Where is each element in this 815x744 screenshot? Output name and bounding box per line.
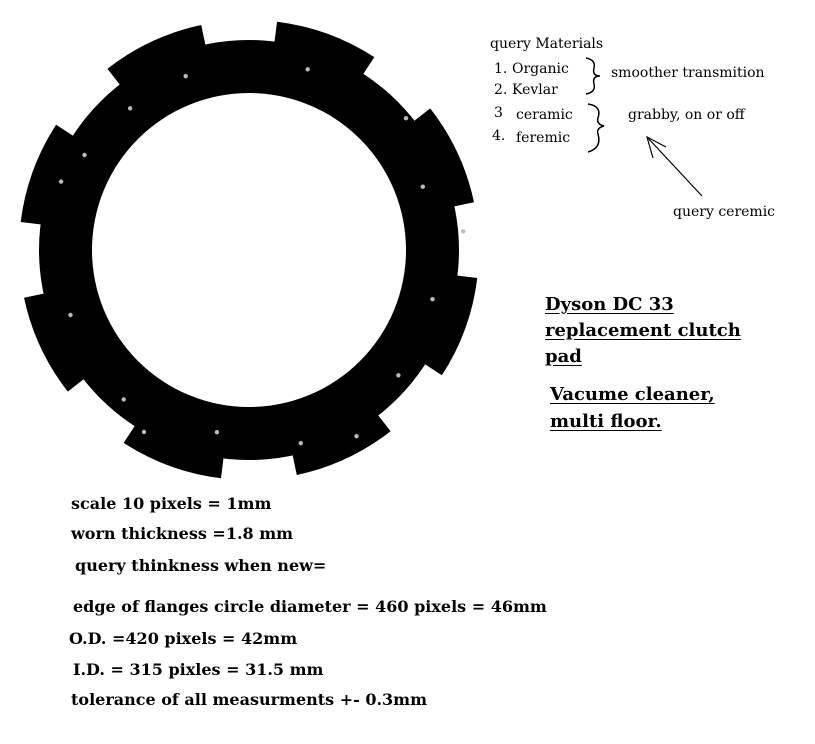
clutch-pad: [20, 21, 478, 479]
note-worn-thickness: worn thickness =1.8 mm: [71, 524, 294, 543]
note-inner-diameter: I.D. = 315 pixles = 31.5 mm: [73, 660, 324, 679]
pad-flange: [418, 274, 478, 376]
material-kevlar: Kevlar: [512, 82, 558, 98]
material-num-2: 2.: [494, 82, 508, 98]
material-num-4: 4.: [492, 128, 506, 144]
arrow-note-ceremic: query ceremic: [673, 204, 776, 220]
pad-flange: [123, 419, 225, 479]
subtitle-line-1: Vacume cleaner,: [550, 384, 715, 405]
pad-flange: [273, 21, 375, 81]
material-feremic: feremic: [516, 130, 571, 146]
pad-flange: [107, 25, 207, 91]
rivet-dot: [183, 74, 188, 79]
group-label-smooth: smoother transmition: [611, 65, 765, 81]
material-num-1: 1.: [494, 61, 508, 77]
rivet-dot: [58, 179, 64, 184]
rivet-dot: [214, 430, 220, 435]
pad-flange: [20, 124, 80, 226]
materials-header: query Materials: [490, 36, 604, 52]
rivet-dot: [461, 229, 466, 234]
rivet-dot: [127, 106, 133, 111]
rivet-dot: [298, 441, 303, 446]
subtitle-line-2: multi floor.: [550, 411, 662, 432]
pad-inner-hole: [92, 93, 406, 407]
material-organic: Organic: [512, 61, 569, 77]
rivet-dot: [82, 152, 87, 158]
title-line-3: pad: [545, 346, 582, 367]
title-line-1: Dyson DC 33: [545, 294, 674, 315]
pad-flange: [291, 409, 391, 475]
note-flange-diameter: edge of flanges circle diameter = 460 pi…: [73, 597, 547, 616]
note-new-thickness: query thinkness when new=: [75, 556, 327, 575]
group-label-grabby: grabby, on or off: [628, 107, 745, 123]
rivet-dot: [354, 434, 359, 439]
material-num-3: 3: [494, 105, 503, 121]
pad-flange: [408, 108, 474, 208]
rivet-dots: [58, 67, 466, 446]
material-ceramic: ceramic: [516, 107, 573, 123]
rivet-dot: [121, 397, 126, 402]
rivet-dot: [68, 312, 73, 318]
rivet-dot: [420, 184, 425, 189]
note-outer-diameter: O.D. =420 pixels = 42mm: [69, 629, 298, 648]
rivet-dot: [141, 429, 147, 435]
note-scale: scale 10 pixels = 1mm: [71, 494, 272, 513]
note-tolerance: tolerance of all measurments +- 0.3mm: [71, 690, 428, 709]
pad-flange: [24, 292, 90, 392]
rivet-dot: [396, 373, 401, 378]
rivet-dot: [403, 116, 409, 121]
rivet-dot: [430, 297, 435, 302]
title-line-2: replacement clutch: [545, 320, 741, 341]
rivet-dot: [305, 67, 310, 72]
